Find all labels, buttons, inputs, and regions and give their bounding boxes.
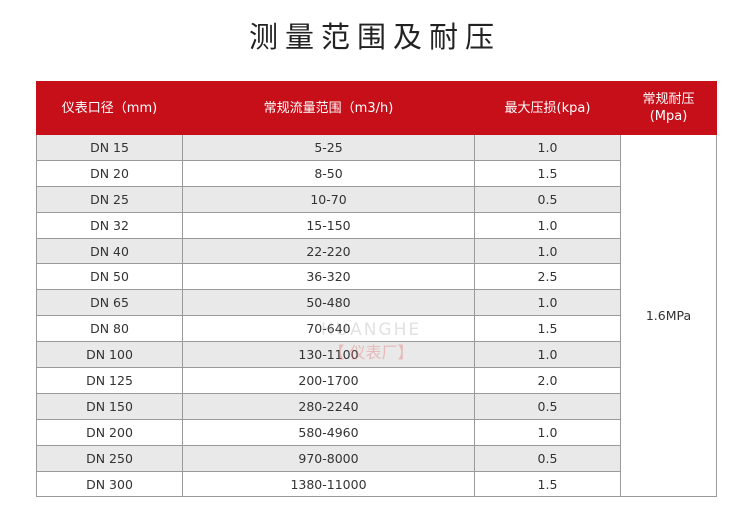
- cell-pressure-loss: 1.0: [474, 418, 621, 446]
- table-header-row: 仪表口径（mm) 常规流量范围（m3/h) 最大压损(kpa) 常规耐压 (Mp…: [36, 81, 717, 135]
- table-row: DN 65 50-480 1.0: [36, 289, 717, 317]
- cell-flow-range: 200-1700: [182, 367, 475, 394]
- cell-flow-range: 5-25: [182, 134, 475, 161]
- cell-flow-range: 10-70: [182, 185, 475, 213]
- cell-pressure-loss: 1.0: [474, 237, 621, 265]
- cell-pressure-loss: 1.5: [474, 159, 621, 187]
- cell-pressure-loss: 2.0: [474, 367, 621, 394]
- cell-diameter: DN 25: [36, 185, 183, 213]
- cell-diameter: DN 50: [36, 263, 183, 291]
- table-row: DN 20 8-50 1.5: [36, 159, 717, 187]
- cell-diameter: DN 32: [36, 211, 183, 239]
- table-row: DN 100 130-1100 1.0: [36, 341, 717, 369]
- cell-diameter: DN 100: [36, 341, 183, 369]
- table-row: DN 80 70-640 1.5: [36, 315, 717, 343]
- cell-diameter: DN 80: [36, 315, 183, 343]
- column-header-max-pressure-loss: 最大压损(kpa): [474, 81, 621, 135]
- cell-flow-range: 36-320: [182, 263, 475, 291]
- cell-flow-range: 580-4960: [182, 418, 475, 446]
- cell-flow-range: 8-50: [182, 159, 475, 187]
- cell-diameter: DN 250: [36, 444, 183, 472]
- table-row: DN 125 200-1700 2.0: [36, 367, 717, 394]
- table-row: DN 32 15-150 1.0: [36, 211, 717, 239]
- cell-pressure-loss: 1.0: [474, 341, 621, 369]
- cell-pressure-loss: 0.5: [474, 392, 621, 420]
- cell-pressure-loss: 2.5: [474, 263, 621, 291]
- cell-pressure-loss: 1.0: [474, 211, 621, 239]
- cell-pressure-loss: 0.5: [474, 185, 621, 213]
- cell-pressure-loss: 1.0: [474, 289, 621, 317]
- cell-diameter: DN 40: [36, 237, 183, 265]
- cell-flow-range: 970-8000: [182, 444, 475, 472]
- cell-diameter: DN 15: [36, 134, 183, 161]
- table-row: DN 200 580-4960 1.0: [36, 418, 717, 446]
- table-row: DN 250 970-8000 0.5: [36, 444, 717, 472]
- cell-pressure-loss: 1.5: [474, 470, 621, 498]
- cell-pressure-loss: 1.0: [474, 134, 621, 161]
- cell-diameter: DN 20: [36, 159, 183, 187]
- cell-flow-range: 1380-11000: [182, 470, 475, 498]
- table-row: DN 15 5-25 1.0 1.6MPa: [36, 133, 717, 498]
- cell-diameter: DN 150: [36, 392, 183, 420]
- cell-flow-range: 50-480: [182, 289, 475, 317]
- table-row: DN 150 280-2240 0.5: [36, 392, 717, 420]
- page-title: 测量范围及耐压: [248, 20, 501, 54]
- column-header-diameter: 仪表口径（mm): [36, 81, 183, 135]
- cell-flow-range: 15-150: [182, 211, 475, 239]
- cell-diameter: DN 125: [36, 367, 183, 394]
- table-row: DN 50 36-320 2.5: [36, 263, 717, 291]
- column-header-flow-range: 常规流量范围（m3/h): [182, 81, 475, 135]
- table-row: DN 25 10-70 0.5: [36, 185, 717, 213]
- cell-pressure-loss: 0.5: [474, 444, 621, 472]
- cell-pressure-loss: 1.5: [474, 315, 621, 343]
- cell-diameter: DN 65: [36, 289, 183, 317]
- table-row: DN 300 1380-11000 1.5: [36, 470, 717, 498]
- cell-flow-range: 70-640: [182, 315, 475, 343]
- cell-diameter: DN 200: [36, 418, 183, 446]
- cell-diameter: DN 300: [36, 470, 183, 498]
- cell-flow-range: 130-1100: [182, 341, 475, 369]
- table-row: DN 40 22-220 1.0: [36, 237, 717, 265]
- cell-flow-range: 22-220: [182, 237, 475, 265]
- cell-flow-range: 280-2240: [182, 392, 475, 420]
- column-header-pressure-rating: 常规耐压 (Mpa): [620, 81, 717, 135]
- spec-table: 仪表口径（mm) 常规流量范围（m3/h) 最大压损(kpa) 常规耐压 (Mp…: [36, 81, 717, 498]
- cell-pressure-rating: 1.6MPa: [620, 133, 717, 498]
